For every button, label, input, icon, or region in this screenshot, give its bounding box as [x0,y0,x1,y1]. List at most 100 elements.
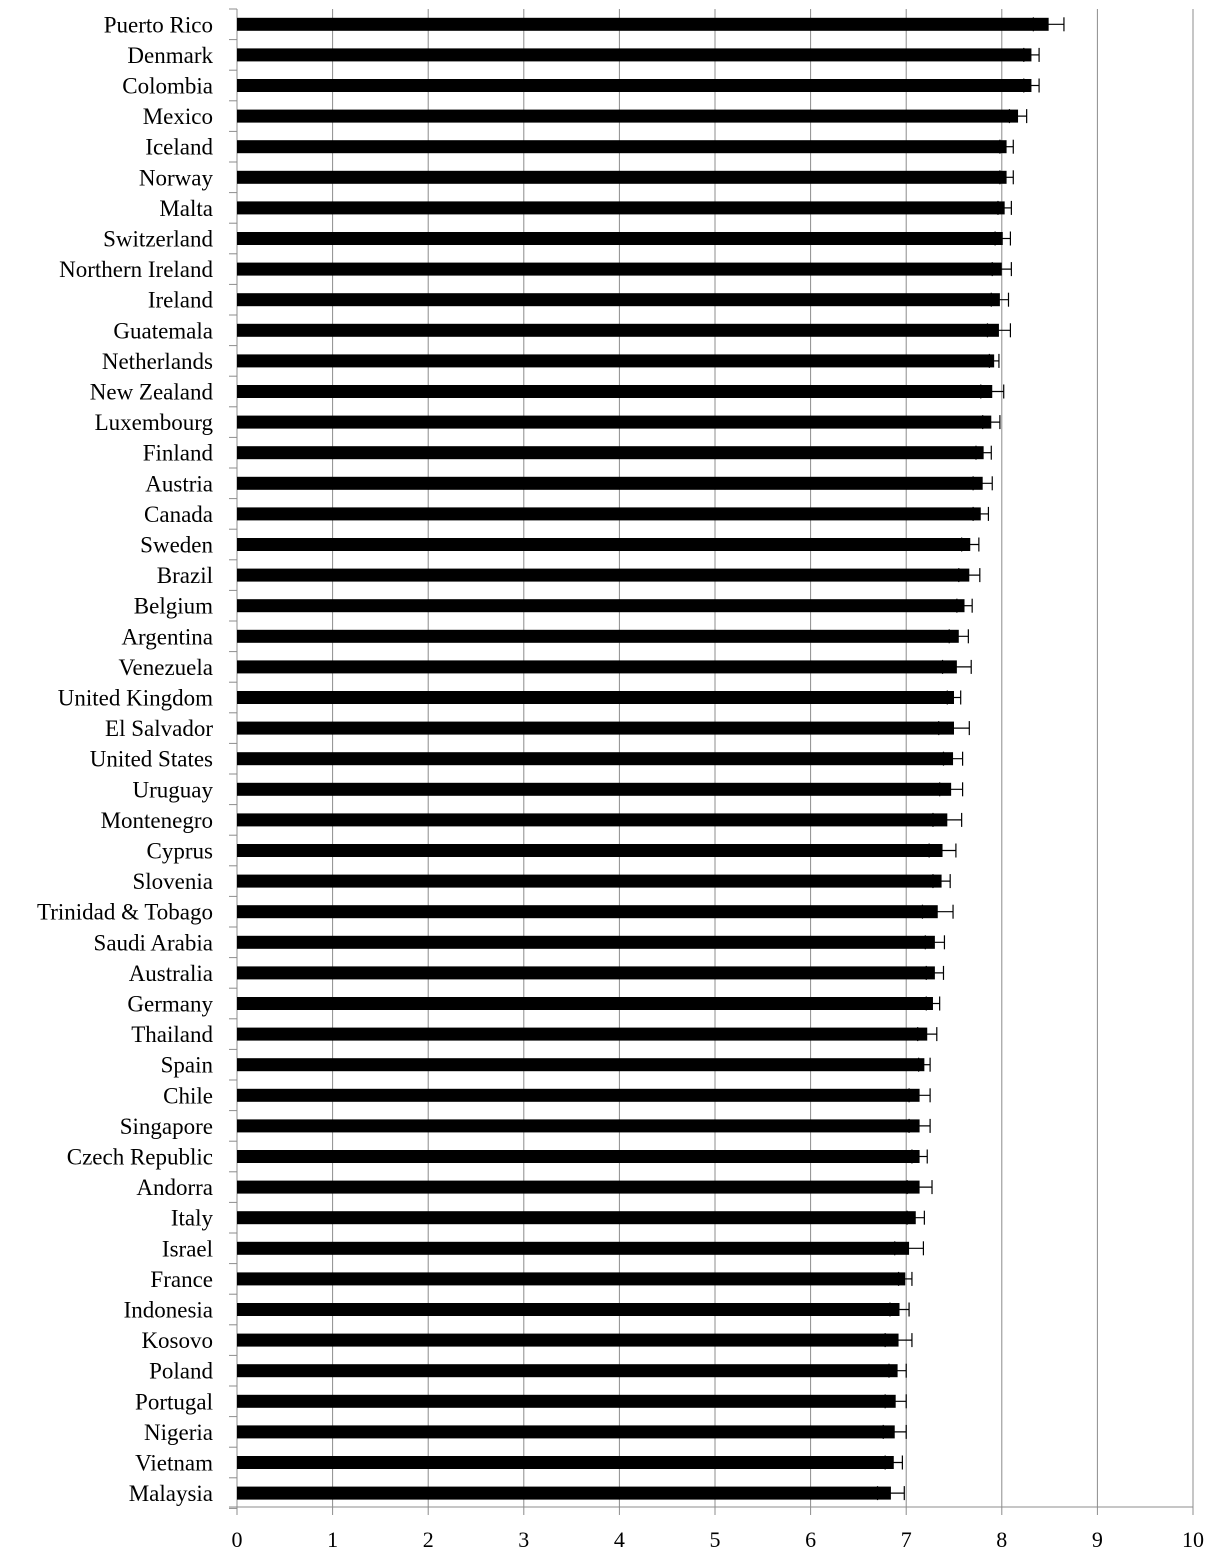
category-label: Germany [127,992,213,1017]
category-label: Uruguay [133,777,214,802]
bar [237,568,970,582]
bar [237,201,1005,215]
category-label: Argentina [121,624,213,649]
bar [237,323,999,337]
category-label: Singapore [120,1114,213,1139]
bar [237,1027,928,1041]
bar [237,1333,899,1347]
category-label: Iceland [145,135,213,160]
category-label: Denmark [127,43,213,68]
bar [237,415,992,429]
bar [237,905,938,919]
category-label: Northern Ireland [59,257,213,282]
category-label: Slovenia [133,869,214,894]
bar [237,966,935,980]
category-label: Austria [145,471,213,496]
bar [237,997,933,1010]
category-label: Israel [162,1236,213,1261]
bar [237,1211,916,1225]
category-label: Luxembourg [95,410,214,435]
category-label: Spain [161,1053,214,1078]
x-tick-label: 2 [423,1527,434,1552]
bar [237,1394,896,1408]
bar [237,660,957,674]
bar [237,935,935,949]
x-tick-label: 7 [901,1527,912,1552]
category-label: Andorra [136,1175,213,1200]
category-label: Poland [149,1359,213,1384]
bar [237,79,1032,92]
category-label: Italy [171,1206,214,1231]
x-tick-label: 0 [232,1527,243,1552]
bar [237,385,993,398]
bars [237,17,1049,1500]
bar [237,1180,920,1194]
category-label: Ireland [148,288,214,313]
bar [237,813,948,827]
category-label: El Salvador [105,716,213,741]
category-label: Guatemala [113,318,213,343]
category-label: Belgium [134,594,213,619]
category-label: New Zealand [90,380,214,405]
x-tick-label: 1 [327,1527,338,1552]
bar [237,629,959,643]
category-label: Malta [159,196,213,221]
category-label: Chile [163,1083,213,1108]
category-label: Kosovo [141,1328,213,1353]
category-label: Colombia [122,74,213,99]
x-tick-label: 4 [614,1527,625,1552]
bar [237,446,984,460]
bar [237,874,942,888]
bar [237,354,995,368]
x-tick-label: 10 [1182,1527,1204,1552]
category-label: Canada [144,502,213,527]
bar [237,721,954,735]
bar [237,538,971,551]
bar [237,1119,920,1133]
category-labels: Puerto Rico Denmark Colombia Mexico Iceland N… [37,12,214,1506]
category-label: Czech Republic [67,1145,213,1170]
x-tick-label: 8 [996,1527,1007,1552]
bar [237,1088,920,1102]
bar [237,1241,910,1255]
bar [237,599,965,613]
category-label: Cyprus [147,839,214,864]
category-label: Mexico [143,104,213,129]
category-label: Vietnam [135,1451,213,1476]
category-label: United States [90,747,213,772]
x-tick-label: 6 [805,1527,816,1552]
category-label: Switzerland [103,227,213,252]
category-label: Norway [139,165,214,190]
bar [237,232,1003,245]
bar [237,262,1002,276]
category-label: Venezuela [119,655,214,680]
bar [237,1150,920,1163]
bar [237,1272,906,1286]
category-label: Montenegro [101,808,213,833]
bar [237,293,1000,307]
bar [237,476,983,490]
category-label: Portugal [135,1389,213,1414]
bar [237,1425,895,1439]
category-label: Finland [143,441,214,466]
bar [237,17,1049,31]
bar [237,140,1007,154]
category-label: Trinidad & Tobago [37,900,213,925]
x-tick-labels: 0 1 2 3 4 5 6 7 8 9 10 [232,1527,1205,1552]
bar [237,170,1007,184]
category-label: Malaysia [129,1481,213,1506]
bar [237,48,1032,62]
bar [237,1058,925,1072]
bar [237,109,1019,123]
bar [237,844,943,857]
category-label: Puerto Rico [104,12,213,37]
bar [237,1456,894,1469]
category-label: Nigeria [144,1420,213,1445]
bar [237,752,954,766]
bar [237,507,981,521]
bar [237,1486,891,1500]
error-bars [876,17,1065,1501]
category-label: Sweden [140,533,213,558]
category-label: Saudi Arabia [94,930,213,955]
